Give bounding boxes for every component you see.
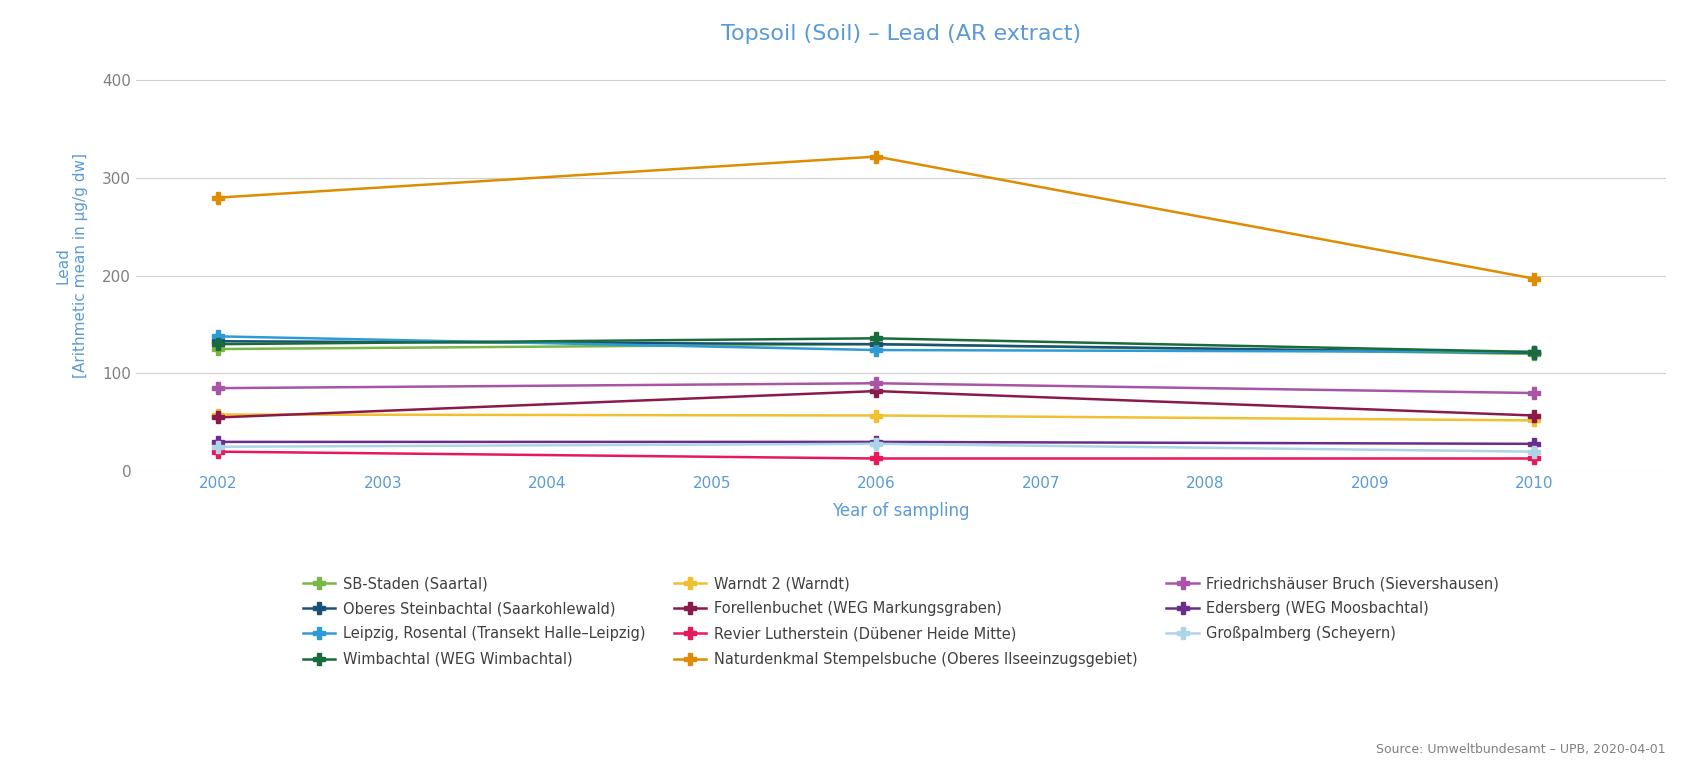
Text: Source: Umweltbundesamt – UPB, 2020-04-01: Source: Umweltbundesamt – UPB, 2020-04-0… xyxy=(1377,743,1666,756)
Y-axis label: Lead
[Arithmetic mean in µg/g dw]: Lead [Arithmetic mean in µg/g dw] xyxy=(56,154,88,378)
Title: Topsoil (Soil) – Lead (AR extract): Topsoil (Soil) – Lead (AR extract) xyxy=(721,24,1081,44)
X-axis label: Year of sampling: Year of sampling xyxy=(833,502,969,520)
Legend: SB-Staden (Saartal), Oberes Steinbachtal (Saarkohlewald), Leipzig, Rosental (Tra: SB-Staden (Saartal), Oberes Steinbachtal… xyxy=(296,568,1506,674)
